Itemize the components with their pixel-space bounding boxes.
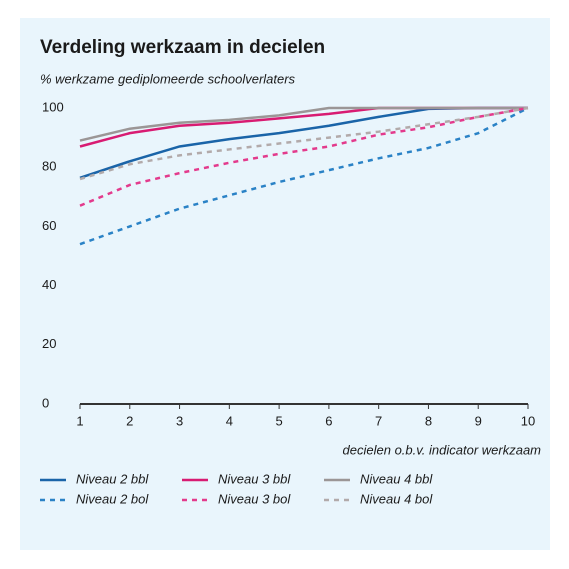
legend-label: Niveau 3 bbl — [218, 471, 291, 486]
x-tick-label: 8 — [425, 413, 432, 428]
y-tick-label: 40 — [42, 277, 56, 292]
x-tick-label: 3 — [176, 413, 183, 428]
legend-label: Niveau 3 bol — [218, 491, 291, 506]
legend-label: Niveau 4 bol — [360, 491, 433, 506]
y-tick-label: 20 — [42, 336, 56, 351]
legend-label: Niveau 2 bbl — [76, 471, 149, 486]
x-tick-label: 6 — [325, 413, 332, 428]
x-tick-label: 7 — [375, 413, 382, 428]
x-tick-label: 1 — [76, 413, 83, 428]
x-tick-label: 4 — [226, 413, 233, 428]
y-tick-label: 60 — [42, 218, 56, 233]
x-tick-label: 9 — [475, 413, 482, 428]
y-tick-label: 80 — [42, 159, 56, 174]
y-tick-label: 0 — [42, 395, 49, 410]
line — [79, 106, 528, 142]
panel — [20, 18, 550, 550]
x-tick-label: 5 — [275, 413, 282, 428]
x-axis-label: decielen o.b.v. indicator werkzaam — [343, 442, 542, 457]
chart-subtitle: % werkzame gediplomeerde schoolverlaters — [40, 71, 296, 86]
x-tick-label: 2 — [126, 413, 133, 428]
line — [79, 106, 529, 207]
chart-title: Verdeling werkzaam in decielen — [40, 37, 325, 58]
x-tick-label: 10 — [521, 413, 535, 428]
legend-label: Niveau 4 bbl — [360, 471, 433, 486]
line — [79, 106, 529, 246]
y-tick-label: 100 — [42, 99, 64, 114]
legend-label: Niveau 2 bol — [76, 491, 149, 506]
